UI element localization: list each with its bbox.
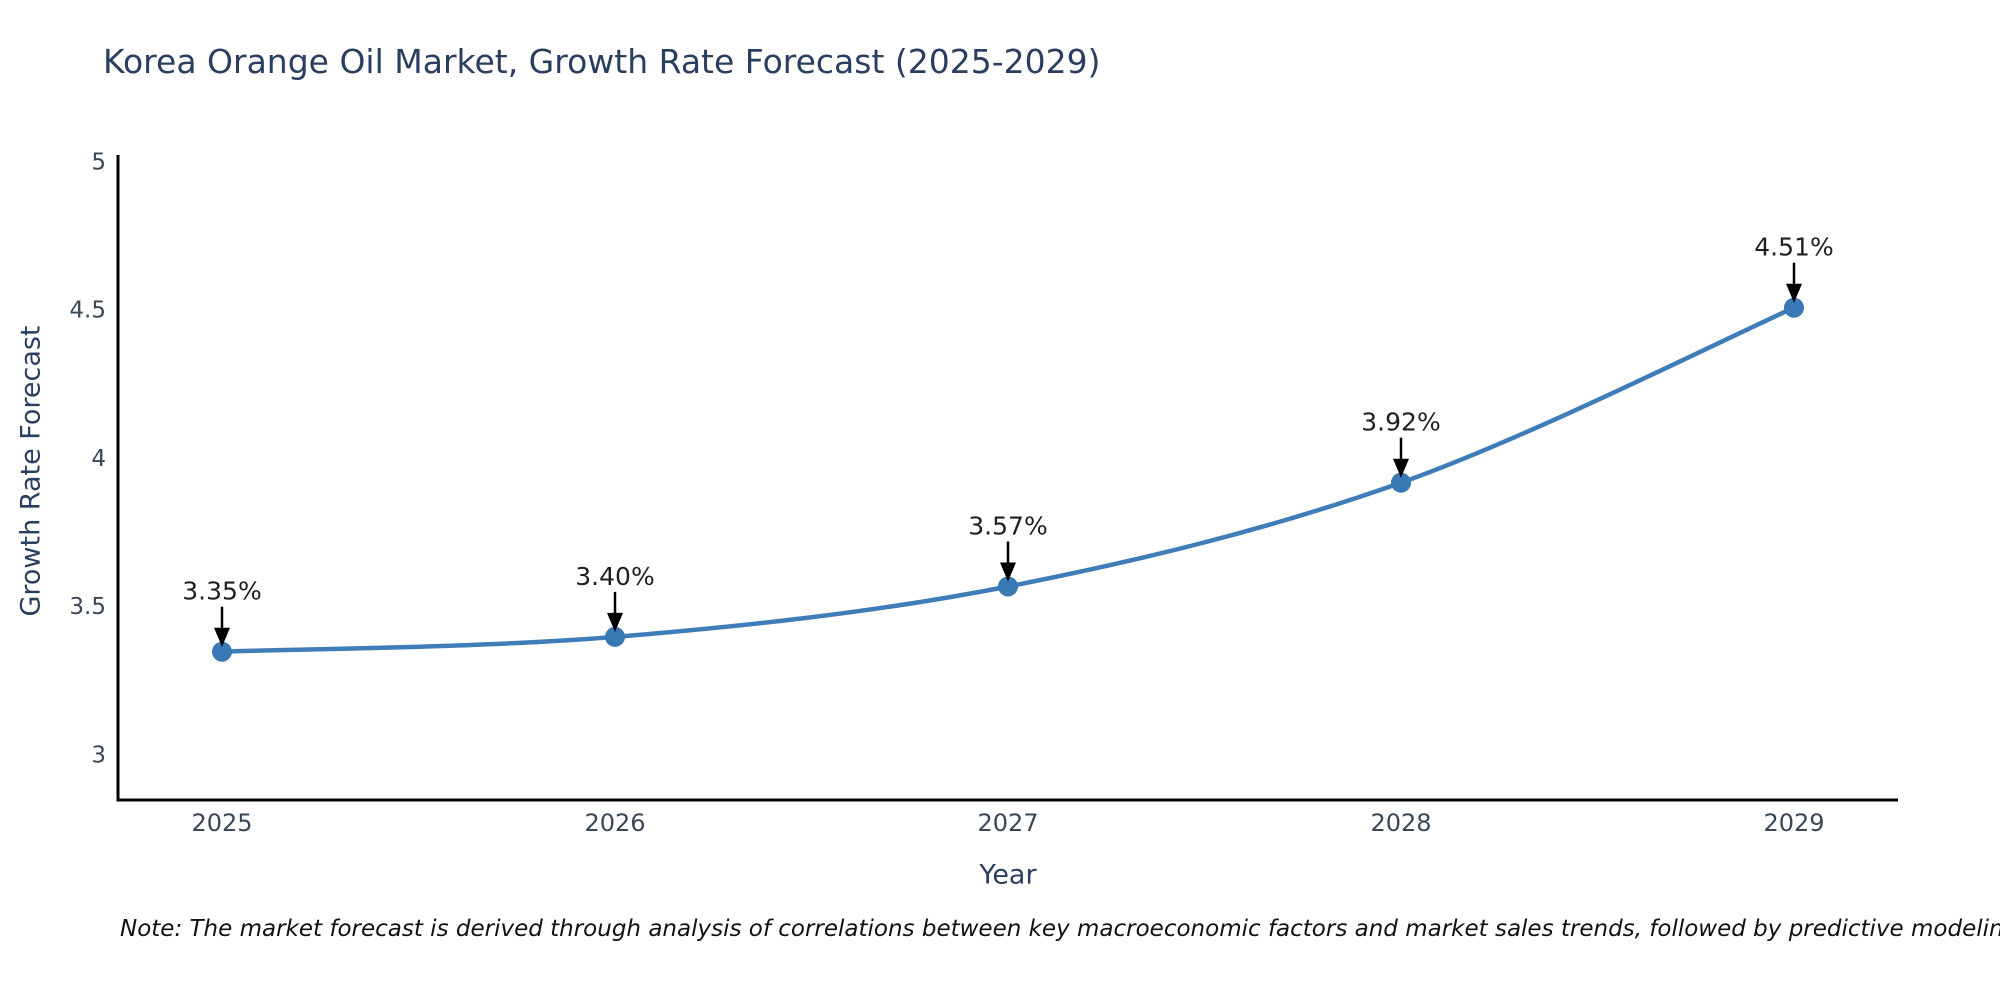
x-tick-label: 2026 — [584, 809, 645, 837]
annotation-arrowhead — [1786, 283, 1802, 303]
x-tick-label: 2027 — [977, 809, 1038, 837]
footnote: Note: The market forecast is derived thr… — [120, 916, 2000, 942]
data-point — [212, 641, 232, 662]
annotation-arrowhead — [1393, 458, 1409, 478]
annotation-arrowhead — [607, 612, 623, 632]
data-point — [1784, 297, 1804, 318]
y-tick-label: 4.5 — [69, 298, 106, 324]
data-point-label: 3.40% — [575, 562, 654, 591]
x-axis-label: Year — [979, 859, 1037, 891]
data-point — [1391, 472, 1411, 493]
chart-title: Korea Orange Oil Market, Growth Rate For… — [103, 42, 1101, 81]
annotation-arrowhead — [214, 627, 230, 647]
data-point-label: 3.92% — [1361, 408, 1440, 437]
data-point — [998, 576, 1018, 597]
x-tick-label: 2028 — [1370, 809, 1431, 837]
y-tick-label: 3.5 — [69, 594, 106, 620]
y-tick-label: 5 — [91, 149, 106, 175]
y-tick-label: 3 — [91, 743, 106, 769]
data-point-label: 3.35% — [182, 577, 261, 606]
y-tick-label: 4 — [91, 446, 106, 472]
data-point — [605, 626, 625, 647]
x-tick-label: 2025 — [191, 809, 252, 837]
data-point-label: 4.51% — [1754, 233, 1833, 262]
data-point-label: 3.57% — [968, 511, 1047, 540]
annotation-arrowhead — [1000, 562, 1016, 582]
forecast-line — [221, 305, 1795, 654]
x-tick-label: 2029 — [1763, 809, 1824, 837]
